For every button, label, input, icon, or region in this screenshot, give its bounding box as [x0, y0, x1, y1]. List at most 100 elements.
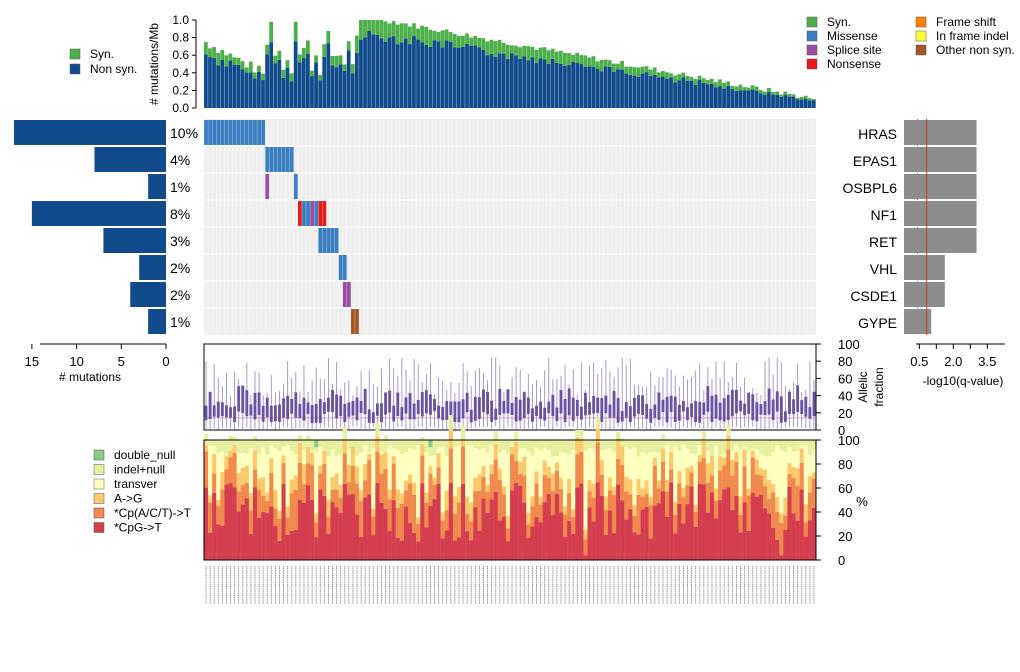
spectrum-bar-indel_null [689, 440, 694, 454]
spectrum-bar-transver [534, 447, 539, 472]
allelic-fraction-box [437, 405, 441, 419]
allelic-fraction-ticks: 0 20 40 60 80 100 [816, 337, 860, 438]
spectrum-tick-label: 60 [838, 481, 852, 496]
spectrum-bar-transver [754, 449, 760, 460]
allelic-fraction-box [269, 405, 273, 423]
spectrum-bar-indel_null [281, 440, 286, 447]
spectrum-bar-cpg [220, 525, 225, 560]
spectrum-bar-cpacti [558, 488, 564, 513]
allelic-fraction-tick-label: 60 [838, 371, 852, 386]
spectrum-bar-a_g [346, 464, 352, 482]
spectrum-bar-cpacti [363, 480, 368, 498]
allelic-fraction-box [649, 408, 653, 423]
tmb-bar-nonsyn [220, 59, 225, 108]
spectrum-bar-cpg [497, 520, 503, 560]
spectrum-bar-indel_null [220, 440, 225, 452]
spectrum-bar-transver [265, 454, 270, 493]
spectrum-bar-indel_null [730, 440, 735, 452]
spectrum-bar-transver [522, 448, 527, 457]
allelic-fraction-box [808, 406, 812, 419]
spectrum-bar-cpg [546, 493, 551, 560]
spectrum-bar-transver [497, 453, 503, 469]
allelic-fraction-box [502, 400, 506, 414]
spectrum-bar-a_g [771, 483, 776, 493]
spectrum-bar-cpacti [624, 491, 629, 520]
spectrum-bar-cpg [746, 530, 751, 560]
tmb-bars [204, 20, 816, 109]
tmb-bar-syn [326, 30, 331, 44]
qvalue-tick-label: 2.0 [944, 354, 962, 369]
tmb-bar-nonsyn [212, 58, 216, 108]
spectrum-bar-a_g [620, 446, 625, 465]
spectrum-bar-cpacti [477, 490, 482, 531]
tmb-bar-syn [403, 23, 408, 39]
tmb-bar-syn [563, 52, 567, 66]
oncoprint-cell-missense [244, 120, 249, 145]
tmb-bar-syn [232, 57, 237, 65]
spectrum-bar-a_g [644, 480, 649, 494]
spectrum-bar-a_g [522, 456, 527, 476]
spectrum-bar-cpg [208, 532, 213, 560]
spectrum-bar-indel_null [632, 440, 637, 448]
tmb-bar-syn [705, 79, 710, 85]
allelic-fraction-box [416, 400, 420, 414]
spectrum-bar-transver [391, 448, 396, 457]
tmb-bar-nonsyn [563, 65, 567, 108]
spectrum-bar-cpg [493, 491, 498, 560]
allelic-fraction-box [706, 386, 710, 412]
spectrum-bar-indel_null [803, 440, 809, 446]
allelic-fraction-box [257, 392, 261, 415]
spectrum-bar-cpg [787, 486, 792, 560]
tmb-bar-nonsyn [538, 58, 543, 108]
spectrum-bar-transver [689, 453, 694, 467]
spectrum-bar-cpacti [342, 453, 347, 484]
tmb-bar-nonsyn [558, 63, 563, 108]
spectrum-bar-a_g [673, 501, 678, 516]
spectrum-bar-transver [359, 452, 364, 490]
allelic-fraction-box [592, 395, 596, 414]
spectrum-bar-cpacti [705, 482, 711, 513]
spectrum-bar-cpg [620, 500, 625, 560]
spectrum-bar-transver [685, 448, 690, 468]
allelic-fraction-box [518, 399, 522, 421]
oncoprint-cell-missense [338, 255, 343, 280]
allelic-fraction-box [771, 399, 775, 421]
spectrum-bar-a_g [379, 454, 384, 474]
tmb-bar-syn [612, 63, 616, 72]
spectrum-bar-transver [550, 456, 556, 474]
spectrum-bar-cpacti [436, 467, 441, 484]
tmb-bar-nonsyn [293, 41, 298, 108]
oncoprint-grid [204, 119, 816, 335]
spectrum-bar-cpacti [656, 488, 662, 504]
spectrum-bar-cpacti [501, 494, 507, 517]
percent-label: 10% [170, 125, 198, 141]
allelic-fraction-box [673, 396, 677, 422]
spectrum-bar-cpacti [567, 493, 572, 521]
tmb-bar-nonsyn [322, 56, 327, 108]
spectrum-bar-cpacti [248, 510, 254, 534]
qvalue-ticks: 0.5 2.0 3.5 [910, 344, 996, 369]
legend-swatch-othernonsyn [915, 44, 927, 56]
tmb-bar-nonsyn [363, 37, 367, 108]
spectrum-bar-indel_null [375, 422, 380, 437]
percent-label: 2% [170, 260, 190, 276]
tmb-bar-nonsyn [579, 64, 584, 108]
spectrum-bar-indel_null [306, 435, 311, 448]
gene-count-bar [130, 282, 166, 307]
spectrum-bar-indel_null [603, 440, 609, 450]
allelic-fraction-box [335, 394, 339, 419]
spectrum-bar-cpg [791, 513, 796, 560]
allelic-fraction-tick-label: 100 [838, 337, 860, 352]
tmb-bar-nonsyn [330, 65, 335, 108]
spectrum-bar-cpacti [811, 478, 817, 508]
tmb-bar-nonsyn [636, 76, 641, 108]
allelic-fraction-box [681, 401, 685, 412]
sample-label-strip [205, 566, 815, 604]
tmb-bar-nonsyn [236, 64, 241, 108]
spectrum-bar-indel_null [685, 440, 690, 449]
tmb-bar-nonsyn [669, 77, 673, 108]
spectrum-bar-indel_null [293, 440, 299, 454]
allelic-fraction-box [249, 404, 253, 416]
tmb-bar-nonsyn [456, 47, 461, 108]
tmb-bar-syn [730, 85, 735, 90]
